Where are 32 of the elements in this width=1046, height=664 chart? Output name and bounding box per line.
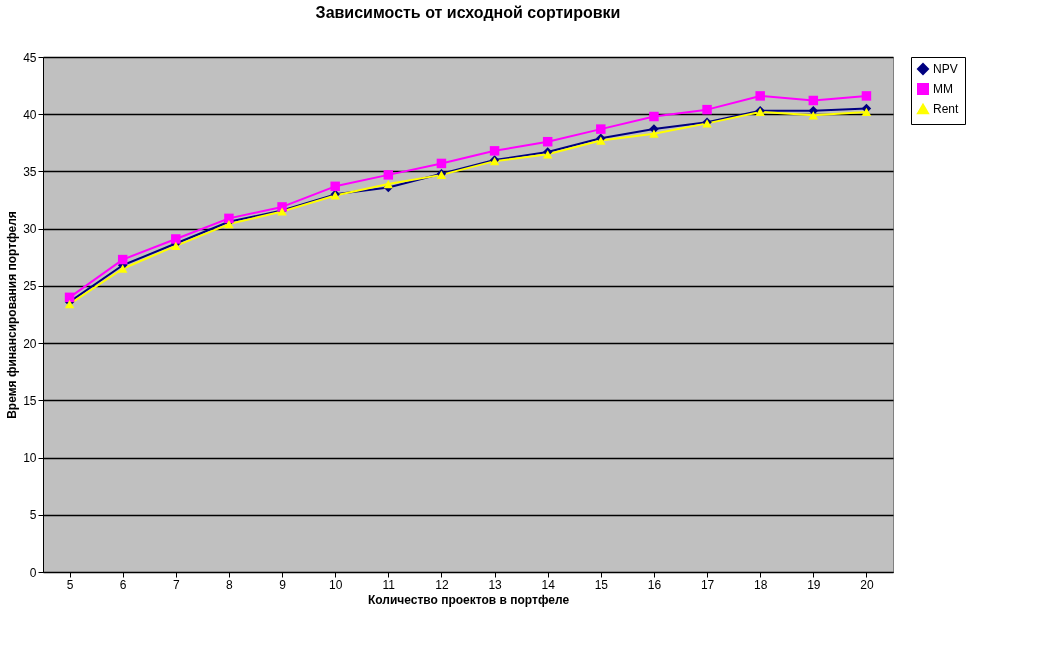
x-tick-label: 14 (541, 577, 556, 592)
y-tick-label: 15 (23, 393, 37, 408)
y-tick-label: 25 (23, 279, 37, 294)
y-tick-label: 5 (29, 508, 37, 523)
x-tick-label: 8 (226, 577, 234, 592)
x-tick-label: 19 (807, 577, 821, 592)
x-tick-label: 5 (66, 577, 74, 592)
x-tick-label: 7 (172, 577, 180, 592)
y-tick-label: 30 (23, 222, 37, 237)
x-tick-label: 11 (382, 577, 396, 592)
x-tick-label: 16 (647, 577, 662, 592)
y-tick-label: 0 (29, 565, 37, 580)
x-tick-label: 6 (119, 577, 127, 592)
x-axis-title: Количество проектов в портфеле (367, 592, 570, 607)
x-tick-label: 13 (488, 577, 503, 592)
x-tick-label: 18 (754, 577, 768, 592)
y-tick-label: 35 (23, 164, 37, 179)
legend-label: MM (933, 82, 953, 96)
y-tick-label: 20 (23, 336, 37, 351)
x-tick-label: 15 (594, 577, 609, 592)
x-tick-label: 17 (700, 577, 715, 592)
y-tick-label: 40 (23, 107, 37, 122)
x-tick-label: 10 (329, 577, 343, 592)
y-tick-label: 45 (23, 50, 37, 65)
x-tick-label: 20 (860, 577, 874, 592)
x-tick-label: 9 (279, 577, 287, 592)
y-axis-title: Время финансирования портфеля (5, 211, 20, 419)
x-tick-label: 12 (435, 577, 449, 592)
legend-label: NPV (933, 62, 958, 76)
legend-label: Rent (933, 102, 960, 116)
y-tick-label: 10 (23, 451, 37, 466)
chart-title: Зависимость от исходной сортировки (315, 4, 621, 21)
